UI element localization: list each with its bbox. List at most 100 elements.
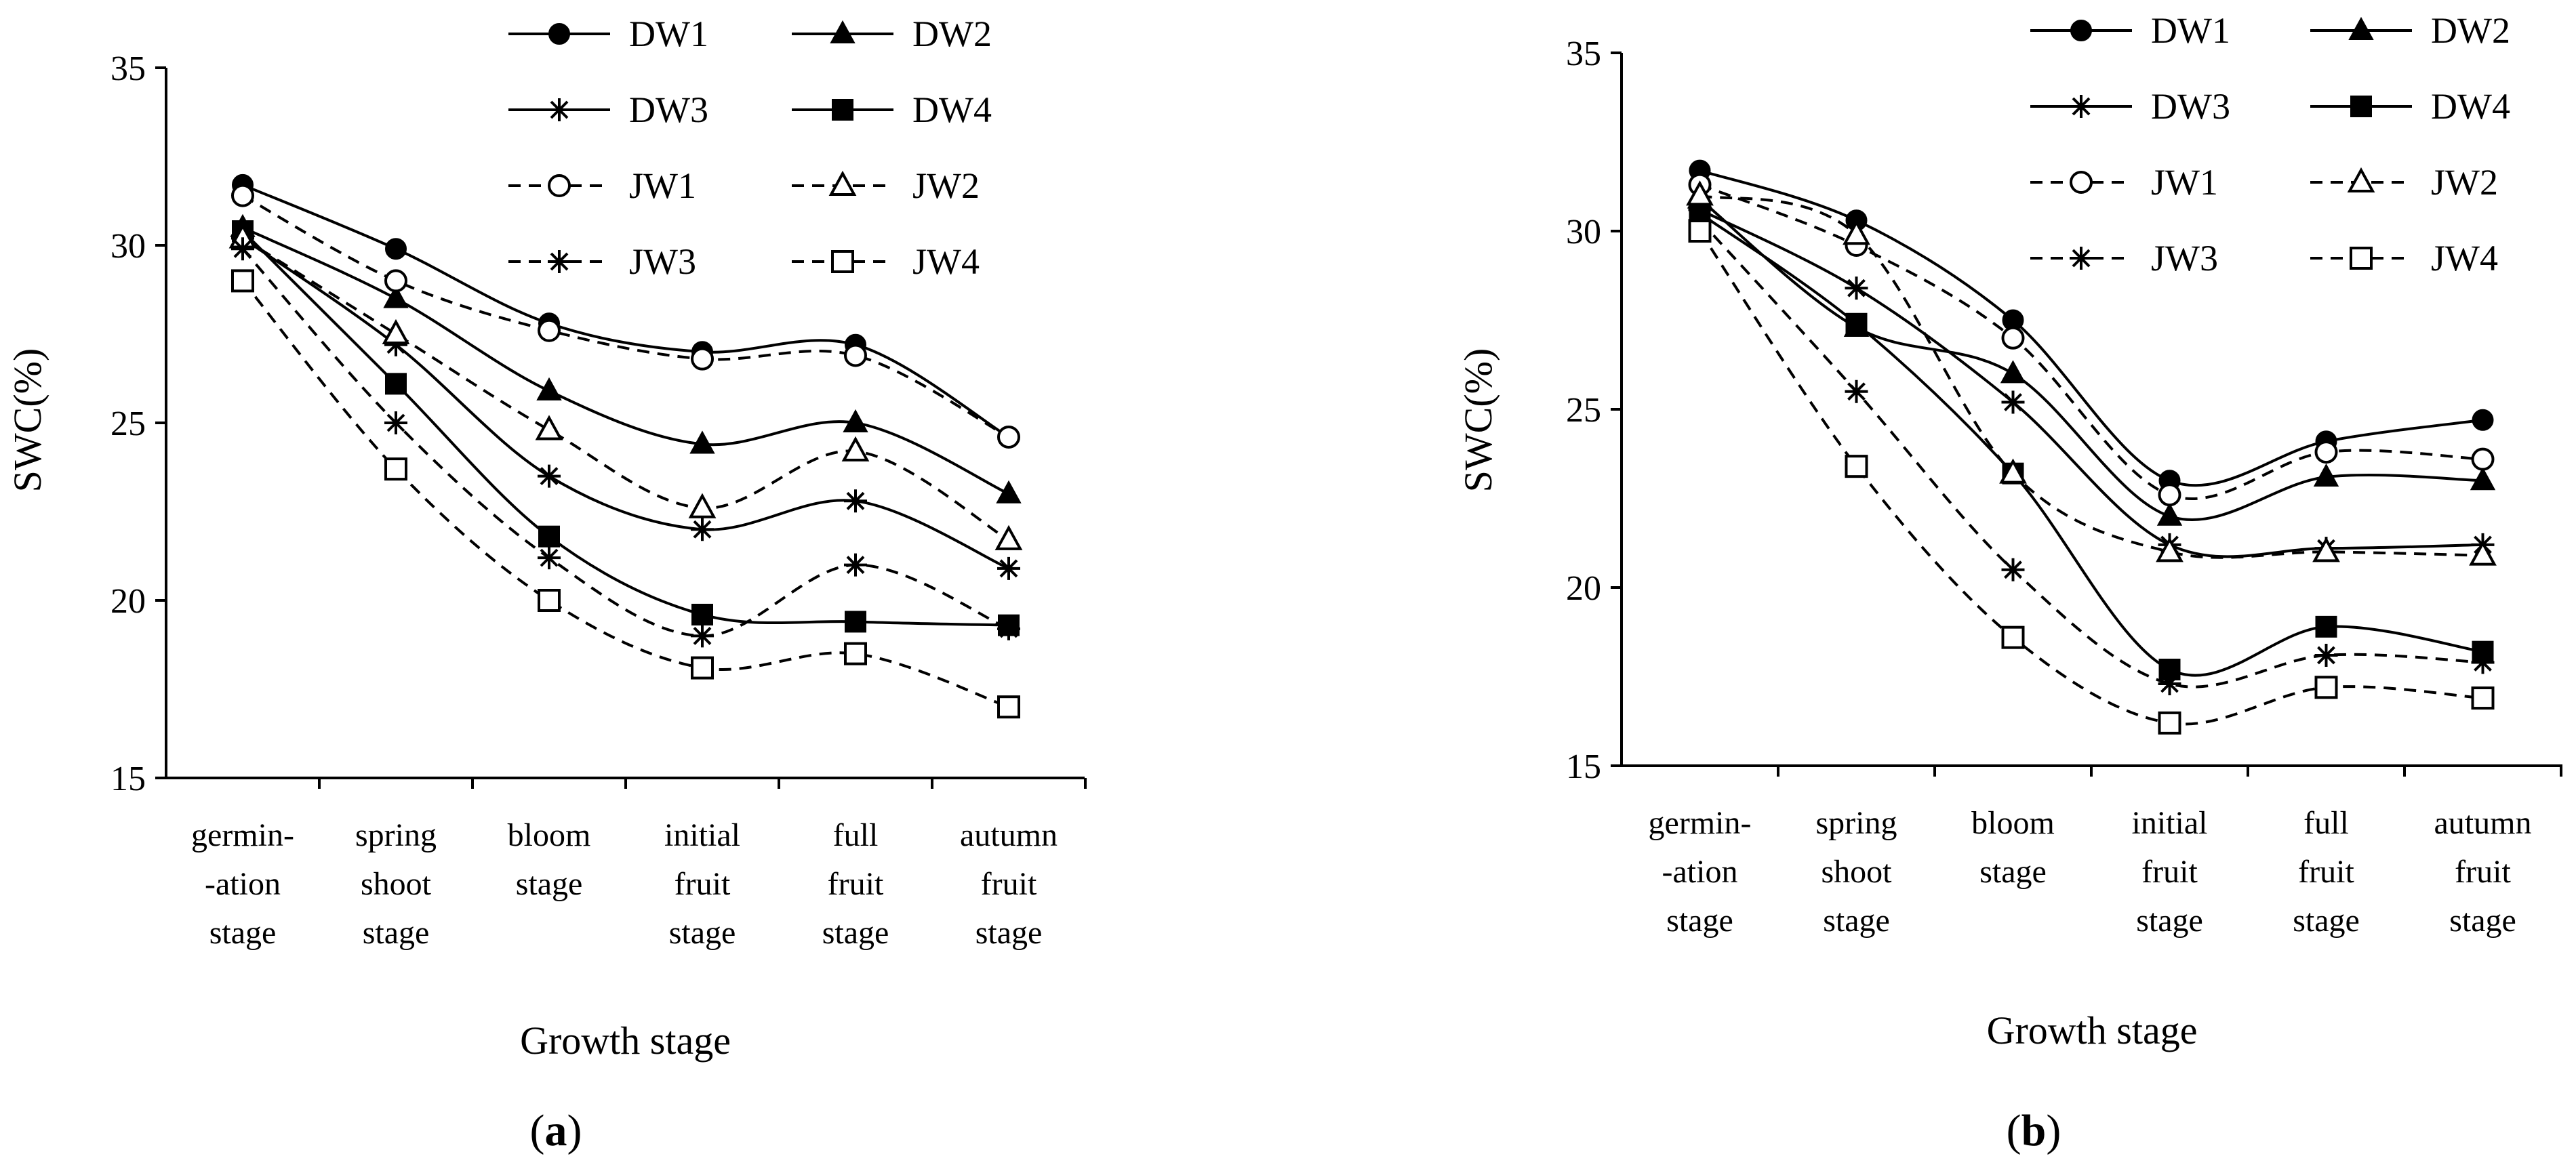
x-category-label: stage bbox=[516, 866, 583, 902]
data-point bbox=[2158, 672, 2181, 696]
data-point bbox=[1845, 312, 1868, 335]
data-point bbox=[2314, 676, 2338, 699]
x-category-label: fruit bbox=[2298, 854, 2354, 890]
x-category-label: stage bbox=[1979, 854, 2047, 890]
series-line bbox=[1699, 212, 2483, 677]
x-category-label: spring bbox=[1816, 805, 1897, 841]
x-axis-label: Growth stage bbox=[520, 1019, 731, 1063]
legend-label: JW4 bbox=[912, 241, 980, 282]
legend-item: JW4 bbox=[792, 241, 980, 282]
data-point bbox=[2001, 625, 2025, 649]
x-category-label: fruit bbox=[828, 866, 884, 902]
series-JW2 bbox=[1686, 180, 2497, 566]
legend-label: DW2 bbox=[912, 14, 992, 54]
legend-item: JW2 bbox=[792, 165, 980, 206]
y-axis-label: SWC(%) bbox=[5, 348, 49, 493]
x-category-label: stage bbox=[2293, 903, 2360, 939]
data-point bbox=[2001, 558, 2025, 581]
data-point bbox=[2470, 467, 2496, 491]
data-point bbox=[385, 373, 407, 395]
x-category-label: stage bbox=[669, 915, 736, 951]
panel-label-letter: b bbox=[2021, 1106, 2047, 1155]
panel-label-close: ) bbox=[2046, 1106, 2061, 1155]
series-DW3 bbox=[1688, 198, 2495, 560]
data-point bbox=[2314, 643, 2338, 667]
data-point bbox=[997, 617, 1020, 640]
x-category-label: stage bbox=[2449, 903, 2516, 939]
series-line bbox=[1699, 219, 2483, 689]
legend-label: JW3 bbox=[2151, 238, 2218, 279]
x-category-label: stage bbox=[363, 915, 430, 951]
legend-label: DW3 bbox=[629, 89, 708, 130]
y-axis-label: SWC(%) bbox=[1456, 348, 1500, 493]
x-category-label: stage bbox=[822, 915, 889, 951]
series-DW4 bbox=[232, 220, 1020, 636]
data-point bbox=[535, 415, 563, 440]
series-line bbox=[241, 237, 1009, 570]
legend-label: DW2 bbox=[2431, 10, 2510, 51]
legend-item: JW1 bbox=[2030, 162, 2218, 203]
data-point bbox=[2312, 537, 2340, 562]
legend-marker bbox=[548, 98, 571, 121]
data-point bbox=[231, 184, 254, 207]
legend-marker bbox=[832, 99, 853, 121]
data-point bbox=[384, 411, 407, 434]
legend-label: JW1 bbox=[629, 165, 696, 206]
x-category-label: germin- bbox=[1649, 805, 1752, 841]
x-category-label: spring bbox=[355, 817, 437, 853]
data-point bbox=[2314, 440, 2338, 464]
x-category-label: -ation bbox=[205, 866, 281, 902]
data-point bbox=[997, 425, 1020, 449]
legend-item: JW4 bbox=[2310, 238, 2498, 279]
legend-item: DW2 bbox=[2310, 10, 2510, 51]
data-point bbox=[2471, 447, 2495, 471]
data-point bbox=[1688, 220, 1712, 243]
data-point bbox=[843, 409, 868, 432]
legend-item: JW3 bbox=[2030, 238, 2218, 279]
series-JW1 bbox=[1688, 173, 2495, 507]
data-point bbox=[996, 480, 1022, 504]
series-JW3 bbox=[231, 237, 1020, 648]
data-point bbox=[2001, 390, 2025, 414]
data-point bbox=[844, 344, 867, 367]
legend-marker bbox=[831, 250, 854, 273]
data-point bbox=[1843, 220, 1870, 245]
legend-item: DW3 bbox=[508, 89, 708, 130]
legend-label: DW1 bbox=[2151, 10, 2230, 51]
legend-label: JW1 bbox=[2151, 162, 2218, 203]
legend: DW1 DW2 DW3 DW4 JW1 JW2 JW3 JW4 bbox=[2030, 10, 2510, 279]
data-point bbox=[844, 553, 867, 577]
data-point bbox=[384, 457, 407, 481]
x-category-label: bloom bbox=[1971, 805, 2055, 841]
y-tick-label: 20 bbox=[1566, 569, 1601, 608]
x-category-label: initial bbox=[664, 817, 740, 853]
series-line bbox=[241, 237, 1010, 541]
legend-label: JW2 bbox=[2431, 162, 2498, 203]
x-category-label: fruit bbox=[981, 866, 1037, 902]
data-point bbox=[538, 319, 561, 342]
series-JW1 bbox=[231, 184, 1020, 449]
legend-label: DW4 bbox=[2431, 86, 2510, 127]
panel-label: (b) bbox=[2007, 1106, 2061, 1155]
data-point bbox=[844, 489, 867, 513]
x-category-label: bloom bbox=[508, 817, 591, 853]
series-DW3 bbox=[231, 226, 1020, 580]
series-line bbox=[242, 226, 1009, 495]
data-point bbox=[2000, 360, 2026, 384]
data-point bbox=[688, 493, 717, 518]
legend-item: DW4 bbox=[2310, 86, 2510, 127]
series-line bbox=[241, 280, 1009, 709]
legend-label: DW4 bbox=[912, 89, 992, 130]
panel-label: (a) bbox=[530, 1106, 582, 1155]
legend-item: JW3 bbox=[508, 241, 696, 282]
legend-item: DW4 bbox=[792, 89, 992, 130]
y-tick-label: 30 bbox=[110, 227, 146, 266]
series-line bbox=[242, 194, 1009, 438]
data-point bbox=[2001, 326, 2025, 350]
y-tick-label: 20 bbox=[110, 582, 146, 621]
data-point bbox=[691, 656, 714, 680]
data-point bbox=[383, 285, 409, 308]
data-point bbox=[538, 464, 561, 488]
legend-marker bbox=[2070, 20, 2092, 41]
y-tick-label: 30 bbox=[1566, 213, 1601, 251]
